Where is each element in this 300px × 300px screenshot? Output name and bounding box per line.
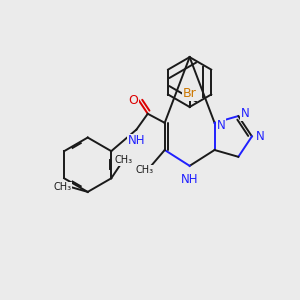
Text: CH₃: CH₃ — [135, 165, 153, 176]
Text: CH₃: CH₃ — [54, 182, 72, 192]
Text: N: N — [241, 107, 250, 120]
Text: NH: NH — [181, 173, 198, 186]
Text: N: N — [256, 130, 264, 143]
Text: O: O — [128, 94, 138, 107]
Text: NH: NH — [128, 134, 145, 147]
Text: CH₃: CH₃ — [115, 155, 133, 165]
Text: Br: Br — [183, 87, 196, 100]
Text: N: N — [217, 118, 226, 132]
